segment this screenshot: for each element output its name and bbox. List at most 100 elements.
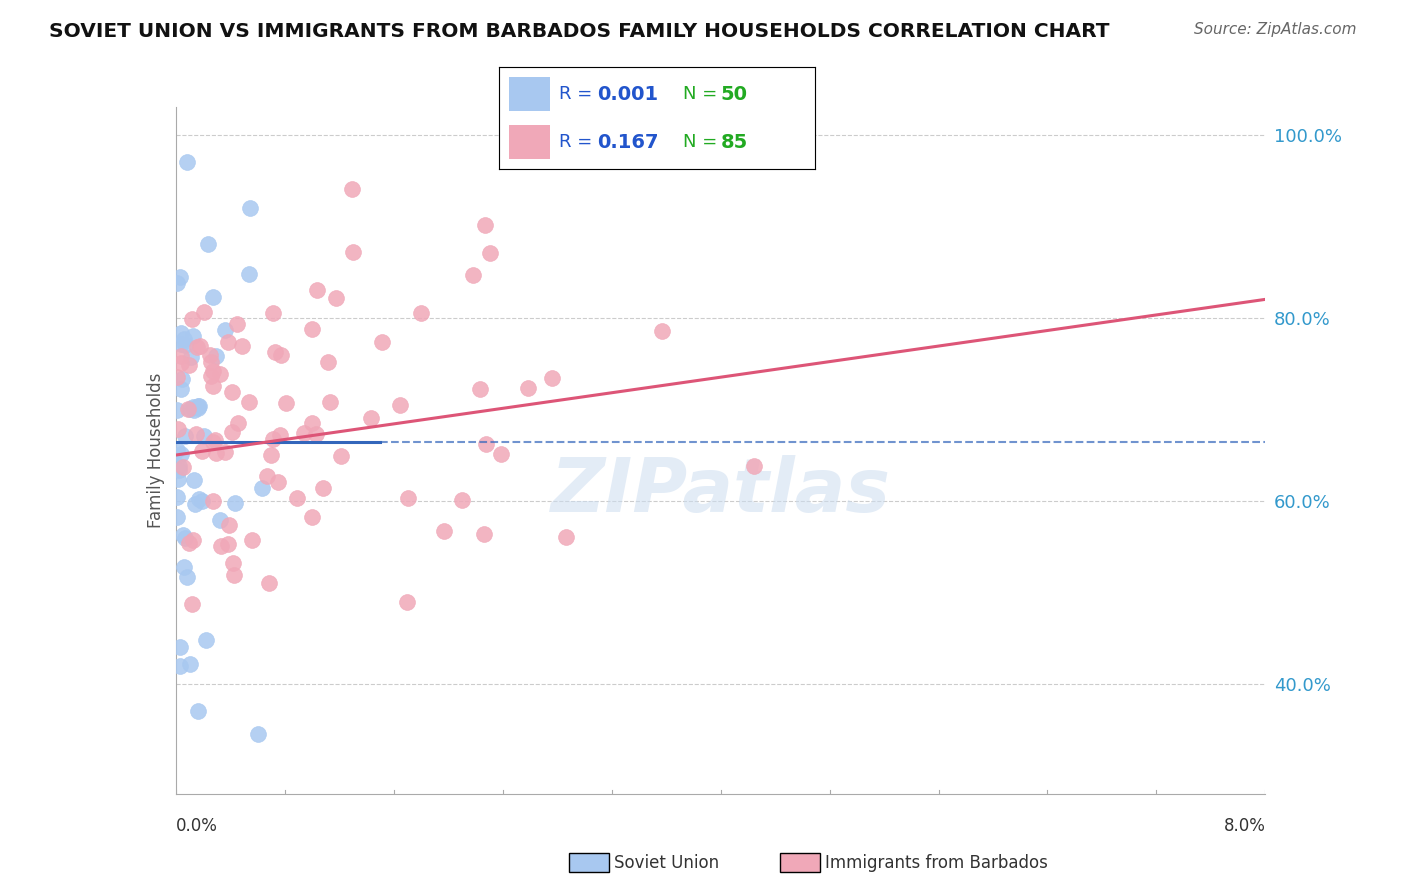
Point xyxy=(193,429,215,443)
Point xyxy=(396,595,419,609)
Point xyxy=(371,335,394,350)
Text: Soviet Union: Soviet Union xyxy=(614,854,720,871)
Point xyxy=(217,537,239,551)
Text: 85: 85 xyxy=(720,133,748,152)
Point xyxy=(489,447,512,461)
Point xyxy=(612,128,634,142)
Text: N =: N = xyxy=(683,85,723,103)
Point xyxy=(267,475,290,489)
Point xyxy=(172,527,194,541)
Point xyxy=(274,396,297,410)
Point xyxy=(187,399,209,413)
Text: 8.0%: 8.0% xyxy=(1223,817,1265,835)
Text: Source: ZipAtlas.com: Source: ZipAtlas.com xyxy=(1194,22,1357,37)
Point xyxy=(305,283,328,297)
Point xyxy=(474,437,496,451)
Point xyxy=(202,434,225,449)
Point xyxy=(173,429,195,443)
Point xyxy=(174,338,197,352)
Point xyxy=(433,524,456,538)
Point xyxy=(218,518,240,533)
Point xyxy=(360,410,382,425)
Point xyxy=(319,395,342,409)
Point xyxy=(179,657,201,672)
Point xyxy=(166,490,188,504)
Point xyxy=(226,318,249,332)
Point xyxy=(205,446,228,460)
Point xyxy=(396,491,419,505)
Point xyxy=(651,325,673,339)
Point xyxy=(221,425,243,440)
Point xyxy=(188,339,211,353)
Point xyxy=(260,448,283,462)
Point xyxy=(217,334,239,349)
Point xyxy=(172,459,194,474)
Point xyxy=(170,356,193,370)
Point xyxy=(461,268,484,283)
Point xyxy=(176,155,198,169)
Point xyxy=(170,349,193,363)
Point xyxy=(238,201,260,215)
Text: Immigrants from Barbados: Immigrants from Barbados xyxy=(825,854,1049,871)
Text: 0.001: 0.001 xyxy=(598,85,658,103)
Point xyxy=(170,447,193,461)
Point xyxy=(342,245,364,260)
Text: 0.0%: 0.0% xyxy=(176,817,218,835)
Point xyxy=(188,491,211,506)
Point xyxy=(221,556,243,570)
Point xyxy=(259,576,281,591)
Point xyxy=(173,560,195,574)
Text: N =: N = xyxy=(683,133,723,152)
Point xyxy=(262,306,284,320)
Point xyxy=(270,348,292,362)
Point xyxy=(166,370,188,384)
Point xyxy=(187,399,209,413)
Point xyxy=(214,444,236,458)
Point xyxy=(169,326,191,340)
Point xyxy=(269,428,291,442)
Point xyxy=(517,381,540,395)
Point xyxy=(474,218,496,232)
Point xyxy=(193,305,215,319)
Text: R =: R = xyxy=(560,133,598,152)
Point xyxy=(209,539,232,553)
Point xyxy=(742,458,765,473)
Point xyxy=(191,443,214,458)
Point xyxy=(540,371,562,385)
Point xyxy=(301,322,323,336)
Point xyxy=(166,403,188,417)
Point xyxy=(169,459,191,474)
Point xyxy=(166,509,188,524)
Point xyxy=(177,359,200,373)
Point xyxy=(181,400,204,414)
Point xyxy=(201,379,224,393)
Point xyxy=(179,402,201,417)
Point xyxy=(170,372,193,386)
Point xyxy=(316,355,339,369)
Point xyxy=(187,705,209,719)
Point xyxy=(554,530,576,544)
Point xyxy=(184,427,207,442)
Point xyxy=(292,425,315,440)
Text: SOVIET UNION VS IMMIGRANTS FROM BARBADOS FAMILY HOUSEHOLDS CORRELATION CHART: SOVIET UNION VS IMMIGRANTS FROM BARBADOS… xyxy=(49,22,1109,41)
Point xyxy=(187,401,209,416)
Point xyxy=(180,312,202,326)
Point xyxy=(202,364,225,378)
Point xyxy=(325,291,347,305)
Point xyxy=(177,401,200,416)
Point xyxy=(472,526,495,541)
Point xyxy=(186,340,208,354)
Point xyxy=(263,432,285,446)
Point xyxy=(231,339,253,353)
Point xyxy=(312,481,335,495)
Point xyxy=(204,433,226,447)
Point xyxy=(184,497,207,511)
Point xyxy=(181,597,204,611)
Bar xyxy=(509,126,550,159)
Point xyxy=(194,632,217,647)
Point xyxy=(224,567,246,582)
Point xyxy=(301,510,323,524)
Point xyxy=(450,493,472,508)
Point xyxy=(202,494,225,508)
Point xyxy=(389,398,412,412)
